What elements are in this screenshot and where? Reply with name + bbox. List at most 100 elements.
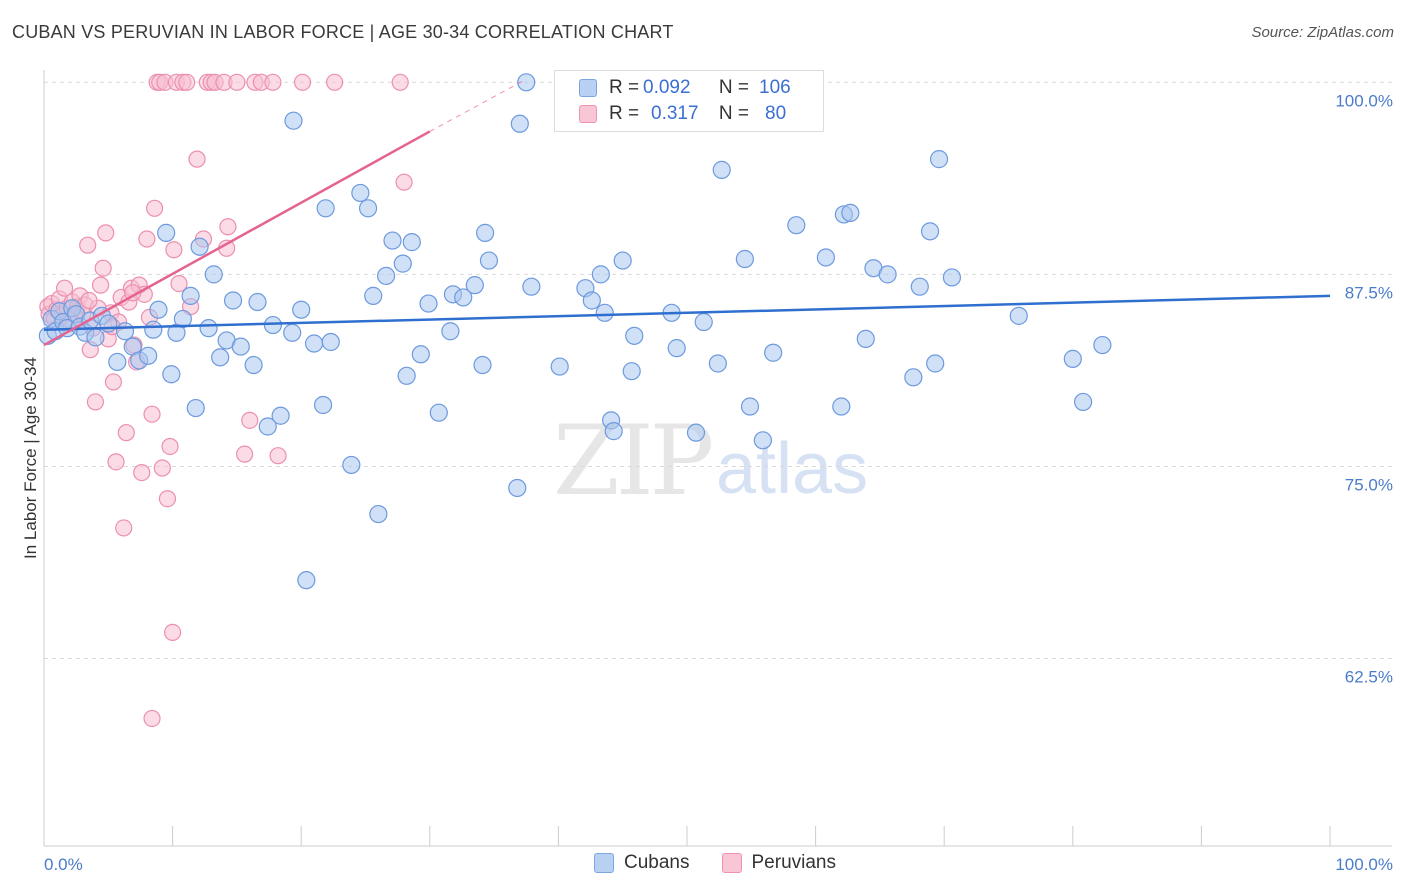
- cuban-point: [150, 301, 167, 318]
- cuban-point: [927, 355, 944, 372]
- y-tick-label: 87.5%: [1345, 283, 1393, 302]
- x-tick-label-min: 0.0%: [44, 855, 83, 874]
- peruvian-point: [98, 225, 114, 241]
- legend-swatch-cubans: [594, 853, 614, 873]
- cuban-point: [911, 278, 928, 295]
- cuban-point: [430, 404, 447, 421]
- cuban-point: [264, 317, 281, 334]
- cuban-point: [87, 329, 104, 346]
- peruvian-point: [242, 412, 258, 428]
- peruvian-point: [139, 231, 155, 247]
- cuban-point: [284, 324, 301, 341]
- cuban-point: [713, 161, 730, 178]
- cuban-point: [668, 340, 685, 357]
- series-legend: Cubans Peruvians: [594, 852, 868, 874]
- peruvian-point: [165, 624, 181, 640]
- peruvian-point: [179, 74, 195, 90]
- cuban-point: [293, 301, 310, 318]
- cuban-point: [511, 115, 528, 132]
- cuban-point: [343, 456, 360, 473]
- peruvian-point: [144, 406, 160, 422]
- peruvian-point: [80, 237, 96, 253]
- cuban-point: [695, 314, 712, 331]
- legend-r-value: 0.092: [643, 77, 709, 99]
- peruvian-point: [396, 174, 412, 190]
- cuban-point: [709, 355, 726, 372]
- cuban-point: [322, 333, 339, 350]
- cuban-point: [200, 320, 217, 337]
- cuban-point: [1075, 393, 1092, 410]
- cuban-point: [145, 321, 162, 338]
- cuban-point: [187, 400, 204, 417]
- cuban-point: [857, 330, 874, 347]
- scatter-chart: 62.5%75.0%87.5%100.0%0.0% 100.0%In Labor …: [0, 0, 1406, 892]
- cuban-point: [158, 224, 175, 241]
- cuban-point: [420, 295, 437, 312]
- legend-r-label: R =: [609, 77, 643, 99]
- cuban-point: [614, 252, 631, 269]
- cuban-point: [626, 327, 643, 344]
- cuban-point: [596, 304, 613, 321]
- cuban-point: [592, 266, 609, 283]
- peruvian-point: [166, 242, 182, 258]
- peruvian-point: [87, 394, 103, 410]
- cuban-point: [306, 335, 323, 352]
- legend-n-label: N =: [709, 103, 749, 125]
- cuban-point: [384, 232, 401, 249]
- cuban-point: [394, 255, 411, 272]
- cuban-point: [315, 396, 332, 413]
- cuban-point: [623, 363, 640, 380]
- peruvian-point: [154, 460, 170, 476]
- cuban-point: [317, 200, 334, 217]
- cuban-point: [480, 252, 497, 269]
- cuban-point: [412, 346, 429, 363]
- cuban-point: [817, 249, 834, 266]
- legend-item-peruvians[interactable]: Peruvians: [722, 852, 837, 874]
- cuban-point: [378, 267, 395, 284]
- peruvian-point: [159, 491, 175, 507]
- peruvian-point: [189, 151, 205, 167]
- y-axis-label: In Labor Force | Age 30-34: [21, 357, 40, 559]
- cuban-point: [754, 432, 771, 449]
- legend-swatch-cubans: [579, 79, 597, 97]
- cuban-point: [232, 338, 249, 355]
- cuban-point: [163, 366, 180, 383]
- cuban-point: [905, 369, 922, 386]
- cuban-point: [466, 277, 483, 294]
- cuban-point: [1010, 307, 1027, 324]
- cuban-point: [509, 479, 526, 496]
- legend-label-peruvians: Peruvians: [752, 852, 837, 874]
- cuban-point: [117, 323, 134, 340]
- peruvian-point: [162, 438, 178, 454]
- legend-row-peruvians: R = 0.317 N = 80: [579, 101, 799, 127]
- cuban-point: [191, 238, 208, 255]
- peruvian-point: [116, 520, 132, 536]
- cuban-points: [39, 74, 1111, 589]
- y-tick-label: 100.0%: [1335, 91, 1393, 110]
- legend-row-cubans: R = 0.092 N = 106: [579, 75, 799, 101]
- peruvian-point: [95, 260, 111, 276]
- cuban-point: [442, 323, 459, 340]
- cuban-point: [922, 223, 939, 240]
- cuban-point: [285, 112, 302, 129]
- cuban-point: [205, 266, 222, 283]
- cuban-point: [1094, 337, 1111, 354]
- cuban-point: [688, 424, 705, 441]
- cuban-point: [398, 367, 415, 384]
- peruvian-point: [118, 425, 134, 441]
- peruvian-point: [108, 454, 124, 470]
- legend-item-cubans[interactable]: Cubans: [594, 852, 690, 874]
- peruvian-point: [229, 74, 245, 90]
- cuban-point: [140, 347, 157, 364]
- cuban-point: [298, 572, 315, 589]
- peruvian-point: [81, 292, 97, 308]
- cuban-point: [249, 294, 266, 311]
- correlation-legend: R = 0.092 N = 106 R = 0.317 N = 80: [554, 70, 824, 132]
- cuban-point: [605, 423, 622, 440]
- cuban-point: [474, 357, 491, 374]
- legend-r-value: 0.317: [643, 103, 709, 125]
- cuban-point: [225, 292, 242, 309]
- cuban-point: [1064, 350, 1081, 367]
- cuban-point: [523, 278, 540, 295]
- cuban-point: [551, 358, 568, 375]
